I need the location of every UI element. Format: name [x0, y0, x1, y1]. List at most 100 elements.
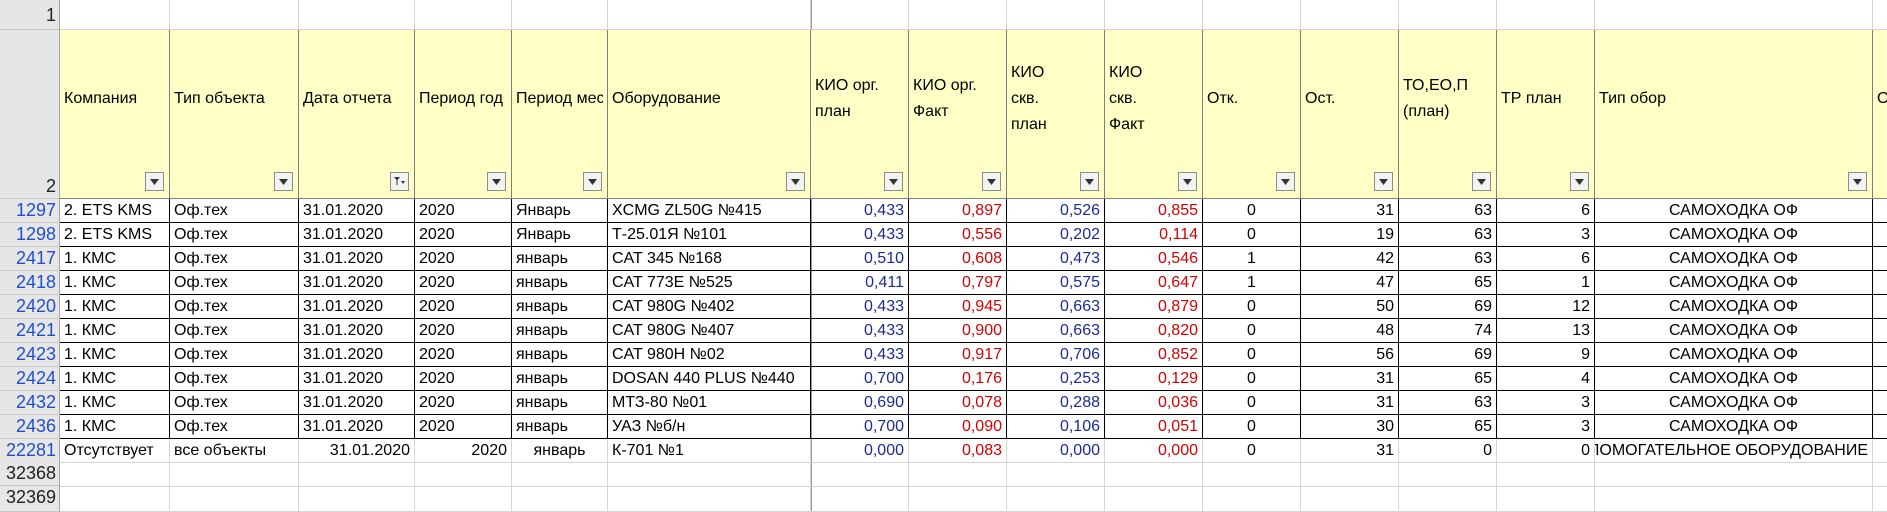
cell-year[interactable]: 2020: [415, 247, 512, 271]
cell-kio_org_fact[interactable]: 0,945: [909, 295, 1007, 319]
cell-tipobor[interactable]: САМОХОДКА ОФ: [1595, 319, 1873, 343]
filter-dropdown-icon[interactable]: [982, 172, 1001, 191]
cell-kio_skv_fact[interactable]: 0,852: [1105, 343, 1203, 367]
row-header-22281[interactable]: 22281: [0, 439, 60, 463]
cell-ost[interactable]: 31: [1301, 199, 1399, 223]
cell-tipobor[interactable]: САМОХОДКА ОФ: [1595, 247, 1873, 271]
cell-kio_org_plan[interactable]: 0,411: [811, 271, 909, 295]
cell-tipobor[interactable]: САМОХОДКА ОФ: [1595, 367, 1873, 391]
column-header-company[interactable]: Компания: [60, 30, 170, 199]
row-header-2418[interactable]: 2418: [0, 271, 60, 295]
cell-to[interactable]: 74: [1399, 319, 1497, 343]
cell-next[interactable]: [1873, 271, 1887, 295]
cell-equip[interactable]: CAT 980G №407: [608, 319, 811, 343]
cell-month[interactable]: январь: [512, 367, 608, 391]
cell-objtype[interactable]: Оф.тех: [170, 199, 299, 223]
cell-otk[interactable]: 1: [1203, 271, 1301, 295]
cell-objtype[interactable]: Оф.тех: [170, 343, 299, 367]
cell-objtype[interactable]: Оф.тех: [170, 415, 299, 439]
cell-date[interactable]: 31.01.2020: [299, 271, 415, 295]
cell-ost[interactable]: 42: [1301, 247, 1399, 271]
cell-objtype[interactable]: Оф.тех: [170, 247, 299, 271]
cell-date[interactable]: 31.01.2020: [299, 319, 415, 343]
cell-to[interactable]: 69: [1399, 343, 1497, 367]
cell-next[interactable]: [1873, 223, 1887, 247]
cell-month[interactable]: январь: [512, 247, 608, 271]
cell-kio_org_plan[interactable]: 0,700: [811, 367, 909, 391]
cell-ost[interactable]: 56: [1301, 343, 1399, 367]
cell-kio_org_plan[interactable]: 0,510: [811, 247, 909, 271]
filter-dropdown-icon[interactable]: [1374, 172, 1393, 191]
cell-company[interactable]: 1. КМС: [60, 343, 170, 367]
cell-tr[interactable]: 6: [1497, 199, 1595, 223]
row-header-1297[interactable]: 1297: [0, 199, 60, 223]
cell-kio_org_plan[interactable]: 0,433: [811, 199, 909, 223]
cell-objtype[interactable]: Оф.тех: [170, 391, 299, 415]
cell-ost[interactable]: 31: [1301, 391, 1399, 415]
cell-equip[interactable]: XCMG ZL50G №415: [608, 199, 811, 223]
cell-equip[interactable]: МТЗ-80 №01: [608, 391, 811, 415]
cell-kio_skv_plan[interactable]: 0,000: [1007, 439, 1105, 463]
cell-next[interactable]: [1873, 439, 1887, 463]
cell-year[interactable]: 2020: [415, 199, 512, 223]
cell-tipobor[interactable]: САМОХОДКА ОФ: [1595, 343, 1873, 367]
cell-kio_skv_plan[interactable]: 0,202: [1007, 223, 1105, 247]
column-header-equip[interactable]: Оборудование: [608, 30, 811, 199]
cell-objtype[interactable]: Оф.тех: [170, 223, 299, 247]
cell-date[interactable]: 31.01.2020: [299, 295, 415, 319]
row-header-1298[interactable]: 1298: [0, 223, 60, 247]
cell-kio_skv_plan[interactable]: 0,473: [1007, 247, 1105, 271]
cell-tr[interactable]: 4: [1497, 367, 1595, 391]
cell-tipobor[interactable]: САМОХОДКА ОФ: [1595, 199, 1873, 223]
cell-year[interactable]: 2020: [415, 439, 512, 463]
column-header-date[interactable]: Дата отчета: [299, 30, 415, 199]
cell-kio_org_fact[interactable]: 0,797: [909, 271, 1007, 295]
cell-otk[interactable]: 0: [1203, 439, 1301, 463]
column-header-kio_org_plan[interactable]: КИО орг. план: [811, 30, 909, 199]
cell-kio_skv_fact[interactable]: 0,647: [1105, 271, 1203, 295]
cell-kio_skv_fact[interactable]: 0,036: [1105, 391, 1203, 415]
cell-to[interactable]: 65: [1399, 271, 1497, 295]
cell-kio_org_plan[interactable]: 0,433: [811, 223, 909, 247]
cell-kio_org_plan[interactable]: 0,433: [811, 295, 909, 319]
cell-tipobor[interactable]: САМОХОДКА ОФ: [1595, 223, 1873, 247]
column-header-kio_org_fact[interactable]: КИО орг. Факт: [909, 30, 1007, 199]
cell-company[interactable]: 2. ETS KMS: [60, 223, 170, 247]
cell-ost[interactable]: 50: [1301, 295, 1399, 319]
cell-equip[interactable]: CAT 980G №402: [608, 295, 811, 319]
filter-active-icon[interactable]: [390, 172, 409, 191]
cell-company[interactable]: 1. КМС: [60, 271, 170, 295]
row-header-32369[interactable]: 32369: [0, 486, 60, 512]
cell-kio_skv_fact[interactable]: 0,114: [1105, 223, 1203, 247]
cell-next[interactable]: [1873, 367, 1887, 391]
row-header-2420[interactable]: 2420: [0, 295, 60, 319]
cell-year[interactable]: 2020: [415, 343, 512, 367]
cell-to[interactable]: 65: [1399, 367, 1497, 391]
cell-objtype[interactable]: Оф.тех: [170, 271, 299, 295]
row-header-2421[interactable]: 2421: [0, 319, 60, 343]
cell-equip[interactable]: CAT 773E №525: [608, 271, 811, 295]
cell-kio_org_plan[interactable]: 0,433: [811, 343, 909, 367]
cell-to[interactable]: 0: [1399, 439, 1497, 463]
cell-company[interactable]: 1. КМС: [60, 247, 170, 271]
cell-tipobor[interactable]: САМОХОДКА ОФ: [1595, 391, 1873, 415]
cell-tr[interactable]: 3: [1497, 415, 1595, 439]
cell-kio_skv_plan[interactable]: 0,706: [1007, 343, 1105, 367]
cell-year[interactable]: 2020: [415, 295, 512, 319]
column-header-next[interactable]: О: [1873, 30, 1887, 199]
cell-next[interactable]: [1873, 343, 1887, 367]
cell-company[interactable]: 1. КМС: [60, 319, 170, 343]
cell-date[interactable]: 31.01.2020: [299, 415, 415, 439]
cell-kio_skv_plan[interactable]: 0,106: [1007, 415, 1105, 439]
row-header-2436[interactable]: 2436: [0, 415, 60, 439]
cell-month[interactable]: Январь: [512, 223, 608, 247]
filter-dropdown-icon[interactable]: [786, 172, 805, 191]
cell-kio_org_fact[interactable]: 0,556: [909, 223, 1007, 247]
cell-year[interactable]: 2020: [415, 367, 512, 391]
filter-dropdown-icon[interactable]: [1472, 172, 1491, 191]
cell-year[interactable]: 2020: [415, 223, 512, 247]
cell-tr[interactable]: 0: [1497, 439, 1595, 463]
cell-date[interactable]: 31.01.2020: [299, 391, 415, 415]
cell-company[interactable]: 2. ETS KMS: [60, 199, 170, 223]
